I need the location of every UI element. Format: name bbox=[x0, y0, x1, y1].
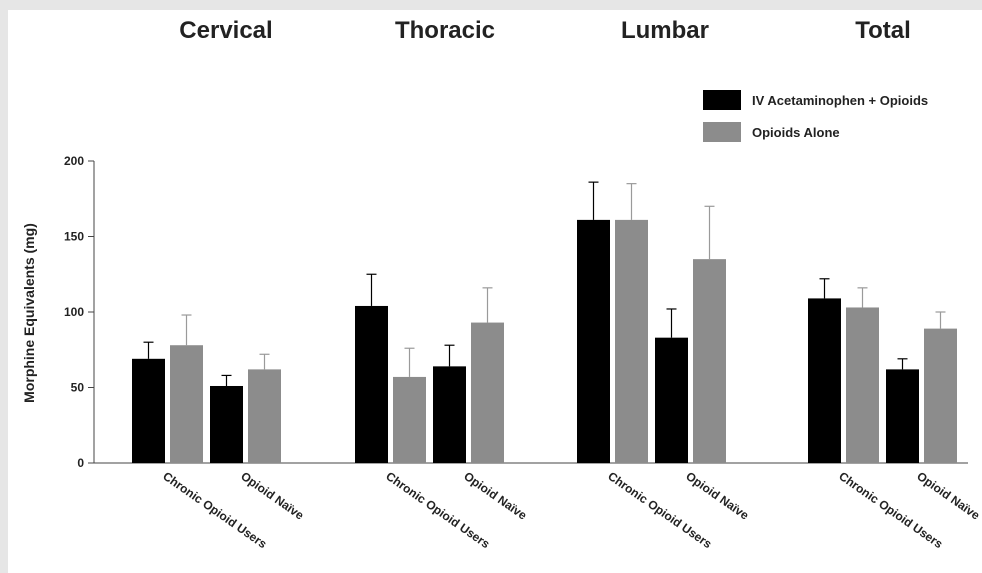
legend: IV Acetaminophen + Opioids Opioids Alone bbox=[703, 90, 928, 142]
panel-title-thoracic: Thoracic bbox=[395, 17, 495, 44]
legend-swatch-acetaminophen bbox=[703, 90, 741, 110]
bar-cervical-naive-alone bbox=[248, 369, 281, 463]
bar-total-chronic-alone bbox=[846, 307, 879, 463]
panel-title-cervical: Cervical bbox=[179, 17, 272, 44]
bar-thoracic-chronic-acetaminophen bbox=[355, 305, 388, 463]
bar-cervical-chronic-acetaminophen bbox=[132, 358, 165, 463]
legend-label-acetaminophen: IV Acetaminophen + Opioids bbox=[752, 93, 928, 108]
bar-lumbar-chronic-alone bbox=[615, 219, 648, 463]
y-axis-title: Morphine Equivalents (mg) bbox=[21, 223, 37, 403]
bar-lumbar-chronic-acetaminophen bbox=[577, 219, 610, 463]
panel-title-total: Total bbox=[855, 17, 911, 44]
y-tick-label: 100 bbox=[64, 305, 84, 319]
bar-lumbar-naive-acetaminophen bbox=[655, 337, 688, 463]
bar-lumbar-naive-alone bbox=[693, 259, 726, 463]
y-tick-label: 200 bbox=[64, 154, 84, 168]
y-tick-label: 0 bbox=[77, 456, 84, 470]
bar-thoracic-naive-alone bbox=[471, 322, 504, 463]
legend-swatch-opioids-alone bbox=[703, 122, 741, 142]
bar-total-chronic-acetaminophen bbox=[808, 298, 841, 463]
bar-cervical-naive-acetaminophen bbox=[210, 385, 243, 463]
bar-thoracic-naive-acetaminophen bbox=[433, 366, 466, 463]
bar-thoracic-chronic-alone bbox=[393, 376, 426, 463]
x-category-label: Opioid Naïve bbox=[238, 469, 306, 523]
x-category-label: Opioid Naïve bbox=[914, 469, 982, 523]
bar-total-naive-acetaminophen bbox=[886, 369, 919, 463]
legend-label-opioids-alone: Opioids Alone bbox=[752, 125, 840, 140]
y-tick-label: 50 bbox=[71, 381, 85, 395]
x-category-label: Opioid Naïve bbox=[683, 469, 751, 523]
x-category-label: Opioid Naïve bbox=[461, 469, 529, 523]
bar-cervical-chronic-alone bbox=[170, 345, 203, 463]
chart-frame: IV Acetaminophen + Opioids Opioids Alone… bbox=[8, 10, 982, 573]
y-tick-label: 150 bbox=[64, 230, 84, 244]
panel-title-lumbar: Lumbar bbox=[621, 17, 709, 44]
bar-chart: IV Acetaminophen + Opioids Opioids Alone… bbox=[21, 17, 982, 551]
bar-total-naive-alone bbox=[924, 328, 957, 463]
